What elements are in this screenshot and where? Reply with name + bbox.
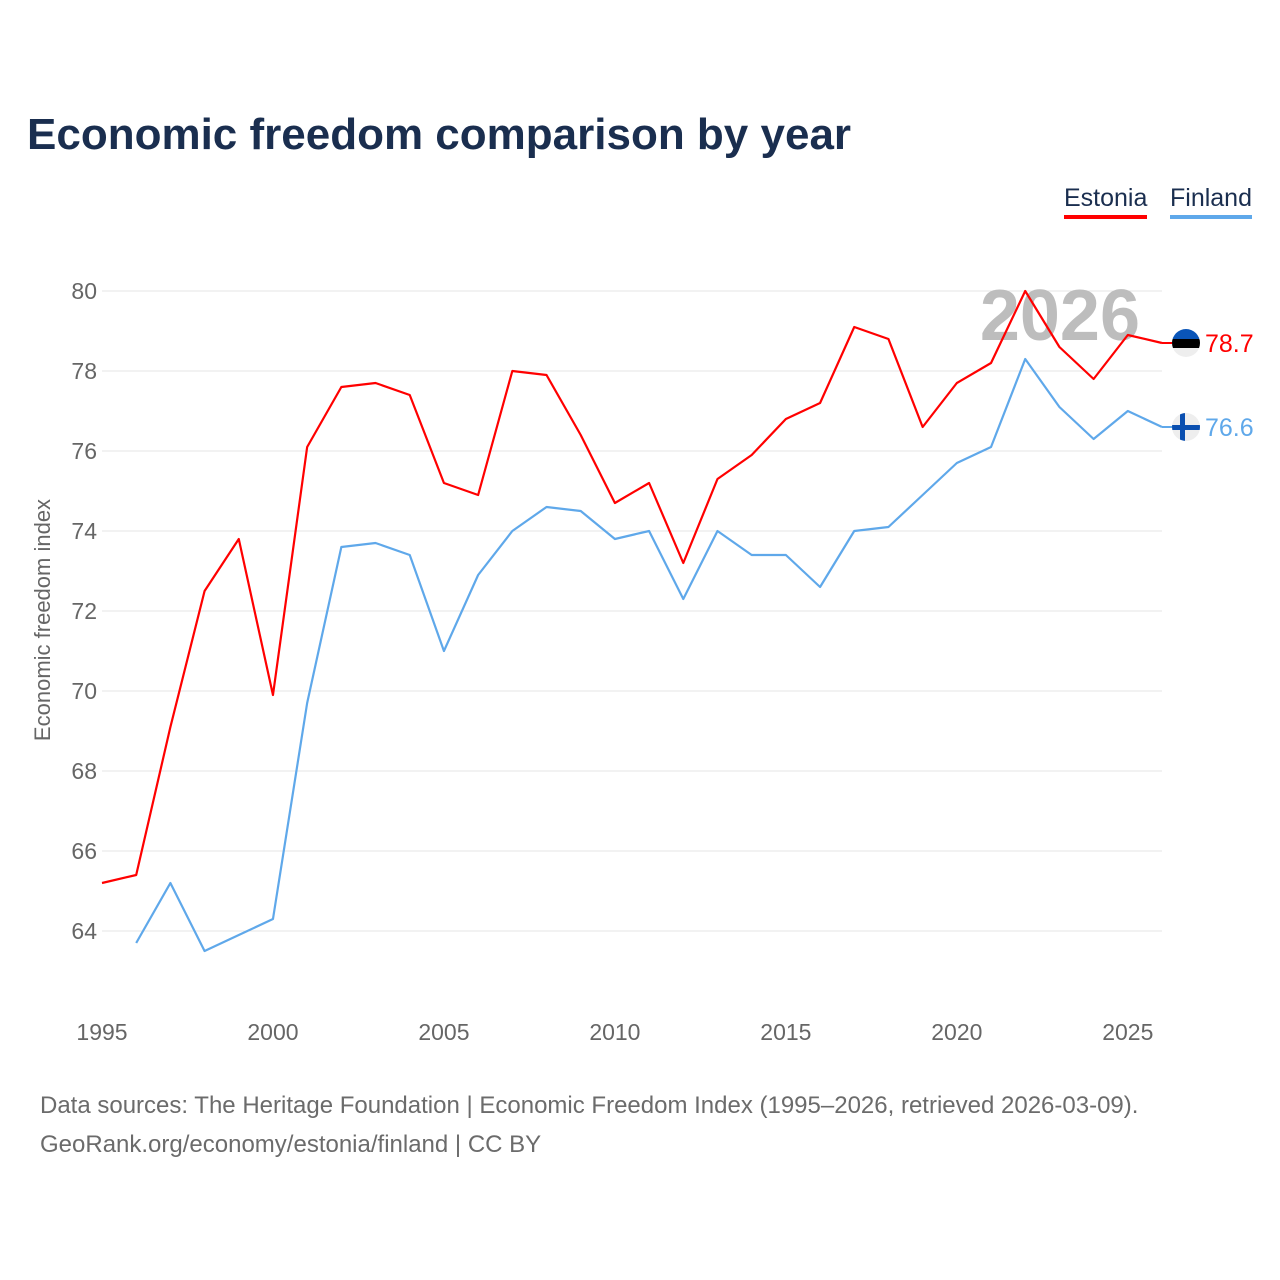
y-tick-label: 80 — [71, 278, 97, 304]
x-tick-label: 1995 — [76, 1019, 127, 1045]
x-tick-label: 2005 — [418, 1019, 469, 1045]
x-tick-label: 2025 — [1102, 1019, 1153, 1045]
y-axis-label: Economic freedom index — [30, 499, 55, 741]
legend-finland[interactable]: Finland — [1170, 184, 1252, 219]
chart-title: Economic freedom comparison by year — [27, 110, 852, 159]
y-tick-label: 64 — [71, 918, 97, 944]
x-tick-label: 2010 — [589, 1019, 640, 1045]
y-tick-label: 74 — [71, 518, 97, 544]
year-watermark: 2026 — [980, 276, 1140, 356]
y-tick-label: 76 — [71, 438, 97, 464]
finland-flag-icon — [1172, 413, 1200, 441]
y-tick-label: 66 — [71, 838, 97, 864]
y-tick-label: 68 — [71, 758, 97, 784]
series-line-estonia — [101, 289, 1163, 885]
source-line-2[interactable]: GeoRank.org/economy/estonia/finland | CC… — [40, 1131, 542, 1158]
y-tick-label: 70 — [71, 678, 97, 704]
x-tick-label: 2000 — [247, 1019, 298, 1045]
y-tick-label: 78 — [71, 358, 97, 384]
x-tick-label: 2015 — [760, 1019, 811, 1045]
legend-estonia[interactable]: Estonia — [1064, 184, 1148, 219]
series-line-finland — [135, 357, 1163, 953]
x-tick-label: 2020 — [931, 1019, 982, 1045]
source-line-1: Data sources: The Heritage Foundation | … — [40, 1092, 1139, 1119]
end-value-label: 76.6 — [1205, 414, 1254, 442]
estonia-flag-icon — [1172, 329, 1200, 357]
end-value-label: 78.7 — [1205, 330, 1254, 358]
source-note: Data sources: The Heritage Foundation | … — [40, 1086, 1138, 1164]
y-tick-label: 72 — [71, 598, 97, 624]
